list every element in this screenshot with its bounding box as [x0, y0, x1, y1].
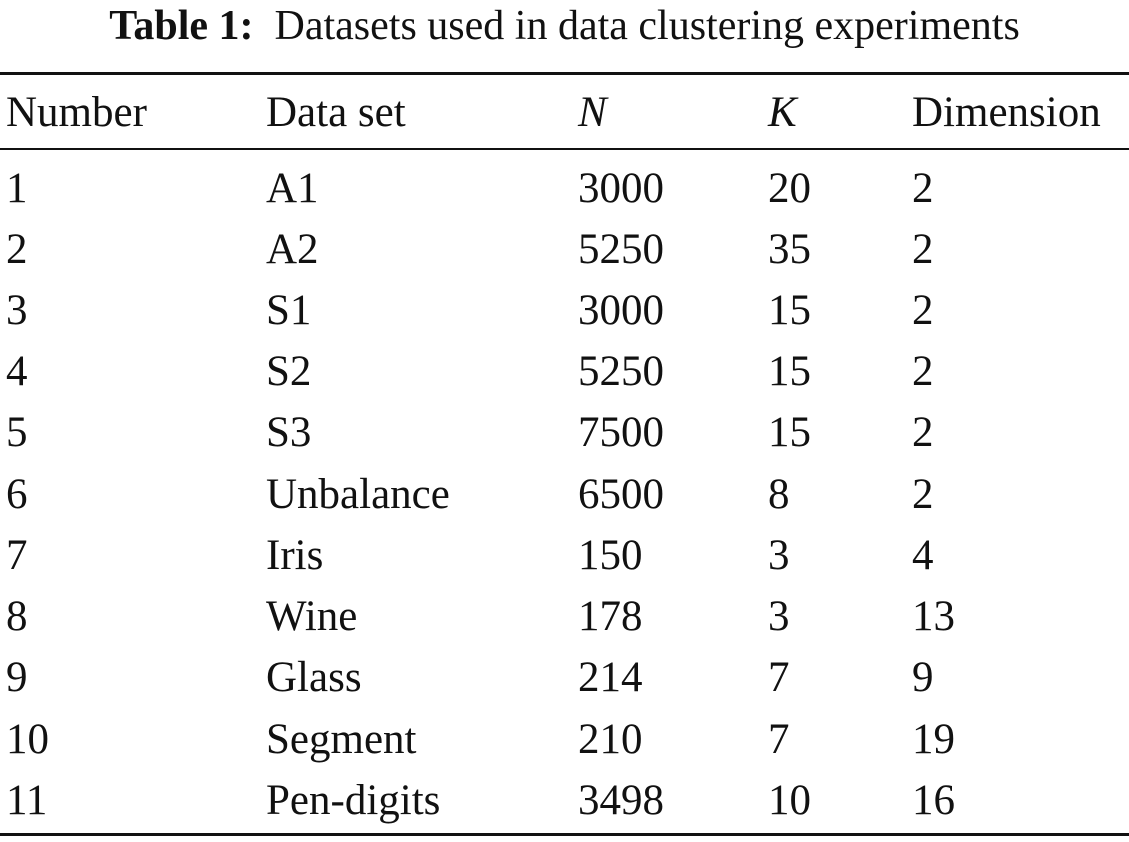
cell-number: 11 — [6, 777, 48, 824]
cell-number: 4 — [6, 348, 28, 395]
cell-n: 210 — [578, 716, 643, 763]
cell-number: 3 — [6, 287, 28, 334]
cell-k: 7 — [768, 654, 790, 701]
table-row: 4 S2 5250 15 2 — [0, 341, 1129, 402]
cell-number: 5 — [6, 409, 28, 456]
bottom-rule — [0, 833, 1129, 836]
cell-k: 3 — [768, 532, 790, 579]
cell-number: 8 — [6, 593, 28, 640]
cell-k: 15 — [768, 348, 811, 395]
cell-k: 8 — [768, 471, 790, 518]
cell-dimension: 2 — [912, 287, 934, 334]
cell-n: 5250 — [578, 348, 664, 395]
cell-dataset: S2 — [266, 348, 312, 395]
cell-dataset: S1 — [266, 287, 312, 334]
cell-dataset: A1 — [266, 165, 319, 212]
cell-k: 7 — [768, 716, 790, 763]
cell-number: 7 — [6, 532, 28, 579]
cell-dataset: A2 — [266, 226, 319, 273]
cell-dataset: Wine — [266, 593, 358, 640]
cell-dataset: Pen-digits — [266, 777, 441, 824]
cell-dimension: 2 — [912, 348, 934, 395]
cell-number: 10 — [6, 716, 49, 763]
header-n: N — [578, 89, 607, 136]
cell-n: 7500 — [578, 409, 664, 456]
cell-n: 5250 — [578, 226, 664, 273]
cell-n: 6500 — [578, 471, 664, 518]
cell-n: 214 — [578, 654, 643, 701]
table-row: 5 S3 7500 15 2 — [0, 402, 1129, 463]
cell-dimension: 13 — [912, 593, 955, 640]
cell-k: 3 — [768, 593, 790, 640]
cell-dataset: Segment — [266, 716, 417, 763]
table-row: 2 A2 5250 35 2 — [0, 219, 1129, 280]
cell-dimension: 2 — [912, 165, 934, 212]
cell-k: 10 — [768, 777, 811, 824]
header-dataset: Data set — [266, 89, 406, 136]
cell-dataset: Iris — [266, 532, 324, 579]
cell-dimension: 2 — [912, 471, 934, 518]
header-number: Number — [6, 89, 147, 136]
cell-dimension: 19 — [912, 716, 955, 763]
cell-k: 20 — [768, 165, 811, 212]
cell-dataset: Glass — [266, 654, 362, 701]
table-row: 11 Pen-digits 3498 10 16 — [0, 770, 1129, 831]
cell-dimension: 2 — [912, 409, 934, 456]
cell-k: 35 — [768, 226, 811, 273]
table-row: 6 Unbalance 6500 8 2 — [0, 464, 1129, 525]
table-row: 7 Iris 150 3 4 — [0, 525, 1129, 586]
cell-n: 150 — [578, 532, 643, 579]
cell-dataset: Unbalance — [266, 471, 450, 518]
cell-number: 2 — [6, 226, 28, 273]
cell-n: 3000 — [578, 165, 664, 212]
cell-k: 15 — [768, 409, 811, 456]
cell-dataset: S3 — [266, 409, 312, 456]
table-caption: Table 1: Datasets used in data clusterin… — [0, 2, 1129, 50]
header-k: K — [768, 89, 797, 136]
caption-text: Datasets used in data clustering experim… — [274, 3, 1020, 49]
table-row: 8 Wine 178 3 13 — [0, 586, 1129, 647]
top-rule — [0, 72, 1129, 75]
table-row: 3 S1 3000 15 2 — [0, 280, 1129, 341]
cell-n: 3498 — [578, 777, 664, 824]
cell-dimension: 2 — [912, 226, 934, 273]
cell-number: 1 — [6, 165, 28, 212]
cell-k: 15 — [768, 287, 811, 334]
table-row: 9 Glass 214 7 9 — [0, 647, 1129, 708]
table-row: 10 Segment 210 7 19 — [0, 709, 1129, 770]
cell-dimension: 16 — [912, 777, 955, 824]
cell-dimension: 9 — [912, 654, 934, 701]
header-dimension: Dimension — [912, 89, 1101, 136]
cell-dimension: 4 — [912, 532, 934, 579]
cell-number: 9 — [6, 654, 28, 701]
caption-label: Table 1: — [109, 3, 254, 49]
cell-n: 3000 — [578, 287, 664, 334]
cell-number: 6 — [6, 471, 28, 518]
table-row: 1 A1 3000 20 2 — [0, 158, 1129, 219]
header-rule — [0, 148, 1129, 150]
cell-n: 178 — [578, 593, 643, 640]
table-header-row: Number Data set N K Dimension — [0, 82, 1129, 143]
